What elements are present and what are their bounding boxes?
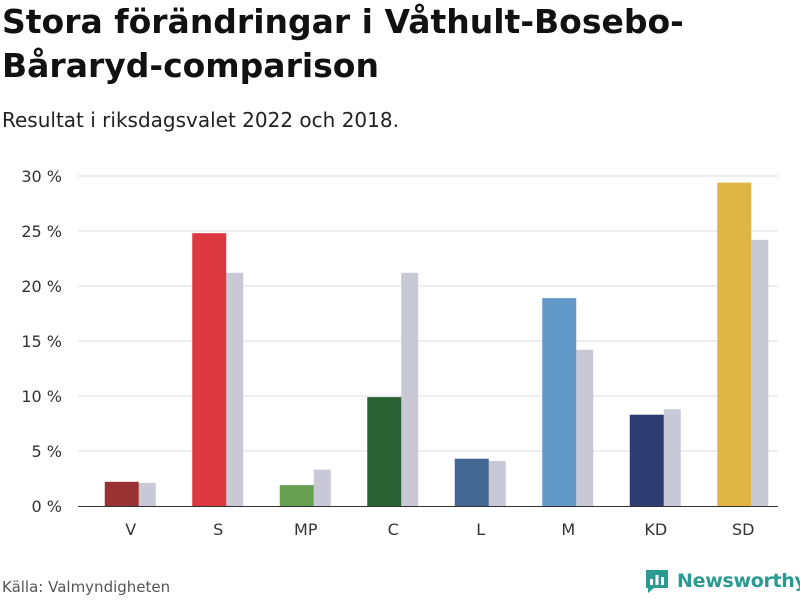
brand-logo: Newsworthy: [644, 568, 800, 594]
bar-2022: [279, 485, 314, 506]
bar-2022: [367, 397, 402, 506]
y-tick-label: 10 %: [21, 387, 62, 406]
brand-name: Newsworthy: [677, 570, 800, 592]
y-tick-label: 5 %: [32, 442, 62, 461]
bar-2022: [629, 414, 664, 506]
bar-2018: [576, 349, 594, 506]
y-tick-label: 30 %: [21, 167, 62, 186]
bar-2018: [401, 272, 419, 506]
bar-2022: [717, 182, 752, 506]
bar-2022: [104, 481, 139, 506]
bar-2018: [226, 272, 244, 506]
x-tick-label: C: [388, 520, 399, 539]
bar-2018: [488, 460, 506, 506]
y-tick-label: 15 %: [21, 332, 62, 351]
newsworthy-logo-icon: [646, 570, 668, 593]
bar-2022: [454, 458, 489, 506]
bar-2018: [751, 239, 769, 507]
chart-title: Stora förändringar i Våthult-Bosebo-Båra…: [2, 2, 684, 85]
x-tick-label: M: [561, 520, 575, 539]
bar-2018: [663, 409, 681, 506]
bar-2018: [138, 482, 156, 506]
y-tick-label: 25 %: [21, 222, 62, 241]
bar-2022: [192, 233, 227, 506]
x-tick-label: SD: [732, 520, 754, 539]
y-tick-label: 0 %: [32, 497, 62, 516]
bar-chart: 0 % 5 % 10 % 15 % 20 % 25 % 30 % V S MP C L M KD SD: [21, 167, 778, 539]
x-tick-label: S: [213, 520, 223, 539]
x-tick-label: L: [476, 520, 485, 539]
chart-subtitle: Resultat i riksdagsvalet 2022 och 2018.: [2, 108, 399, 132]
source-note: Källa: Valmyndigheten: [2, 578, 171, 596]
y-tick-label: 20 %: [21, 277, 62, 296]
x-tick-label: MP: [294, 520, 318, 539]
x-tick-label: V: [125, 520, 136, 539]
bar-2018: [313, 469, 331, 506]
bar-2022: [542, 298, 577, 506]
x-tick-label: KD: [644, 520, 667, 539]
